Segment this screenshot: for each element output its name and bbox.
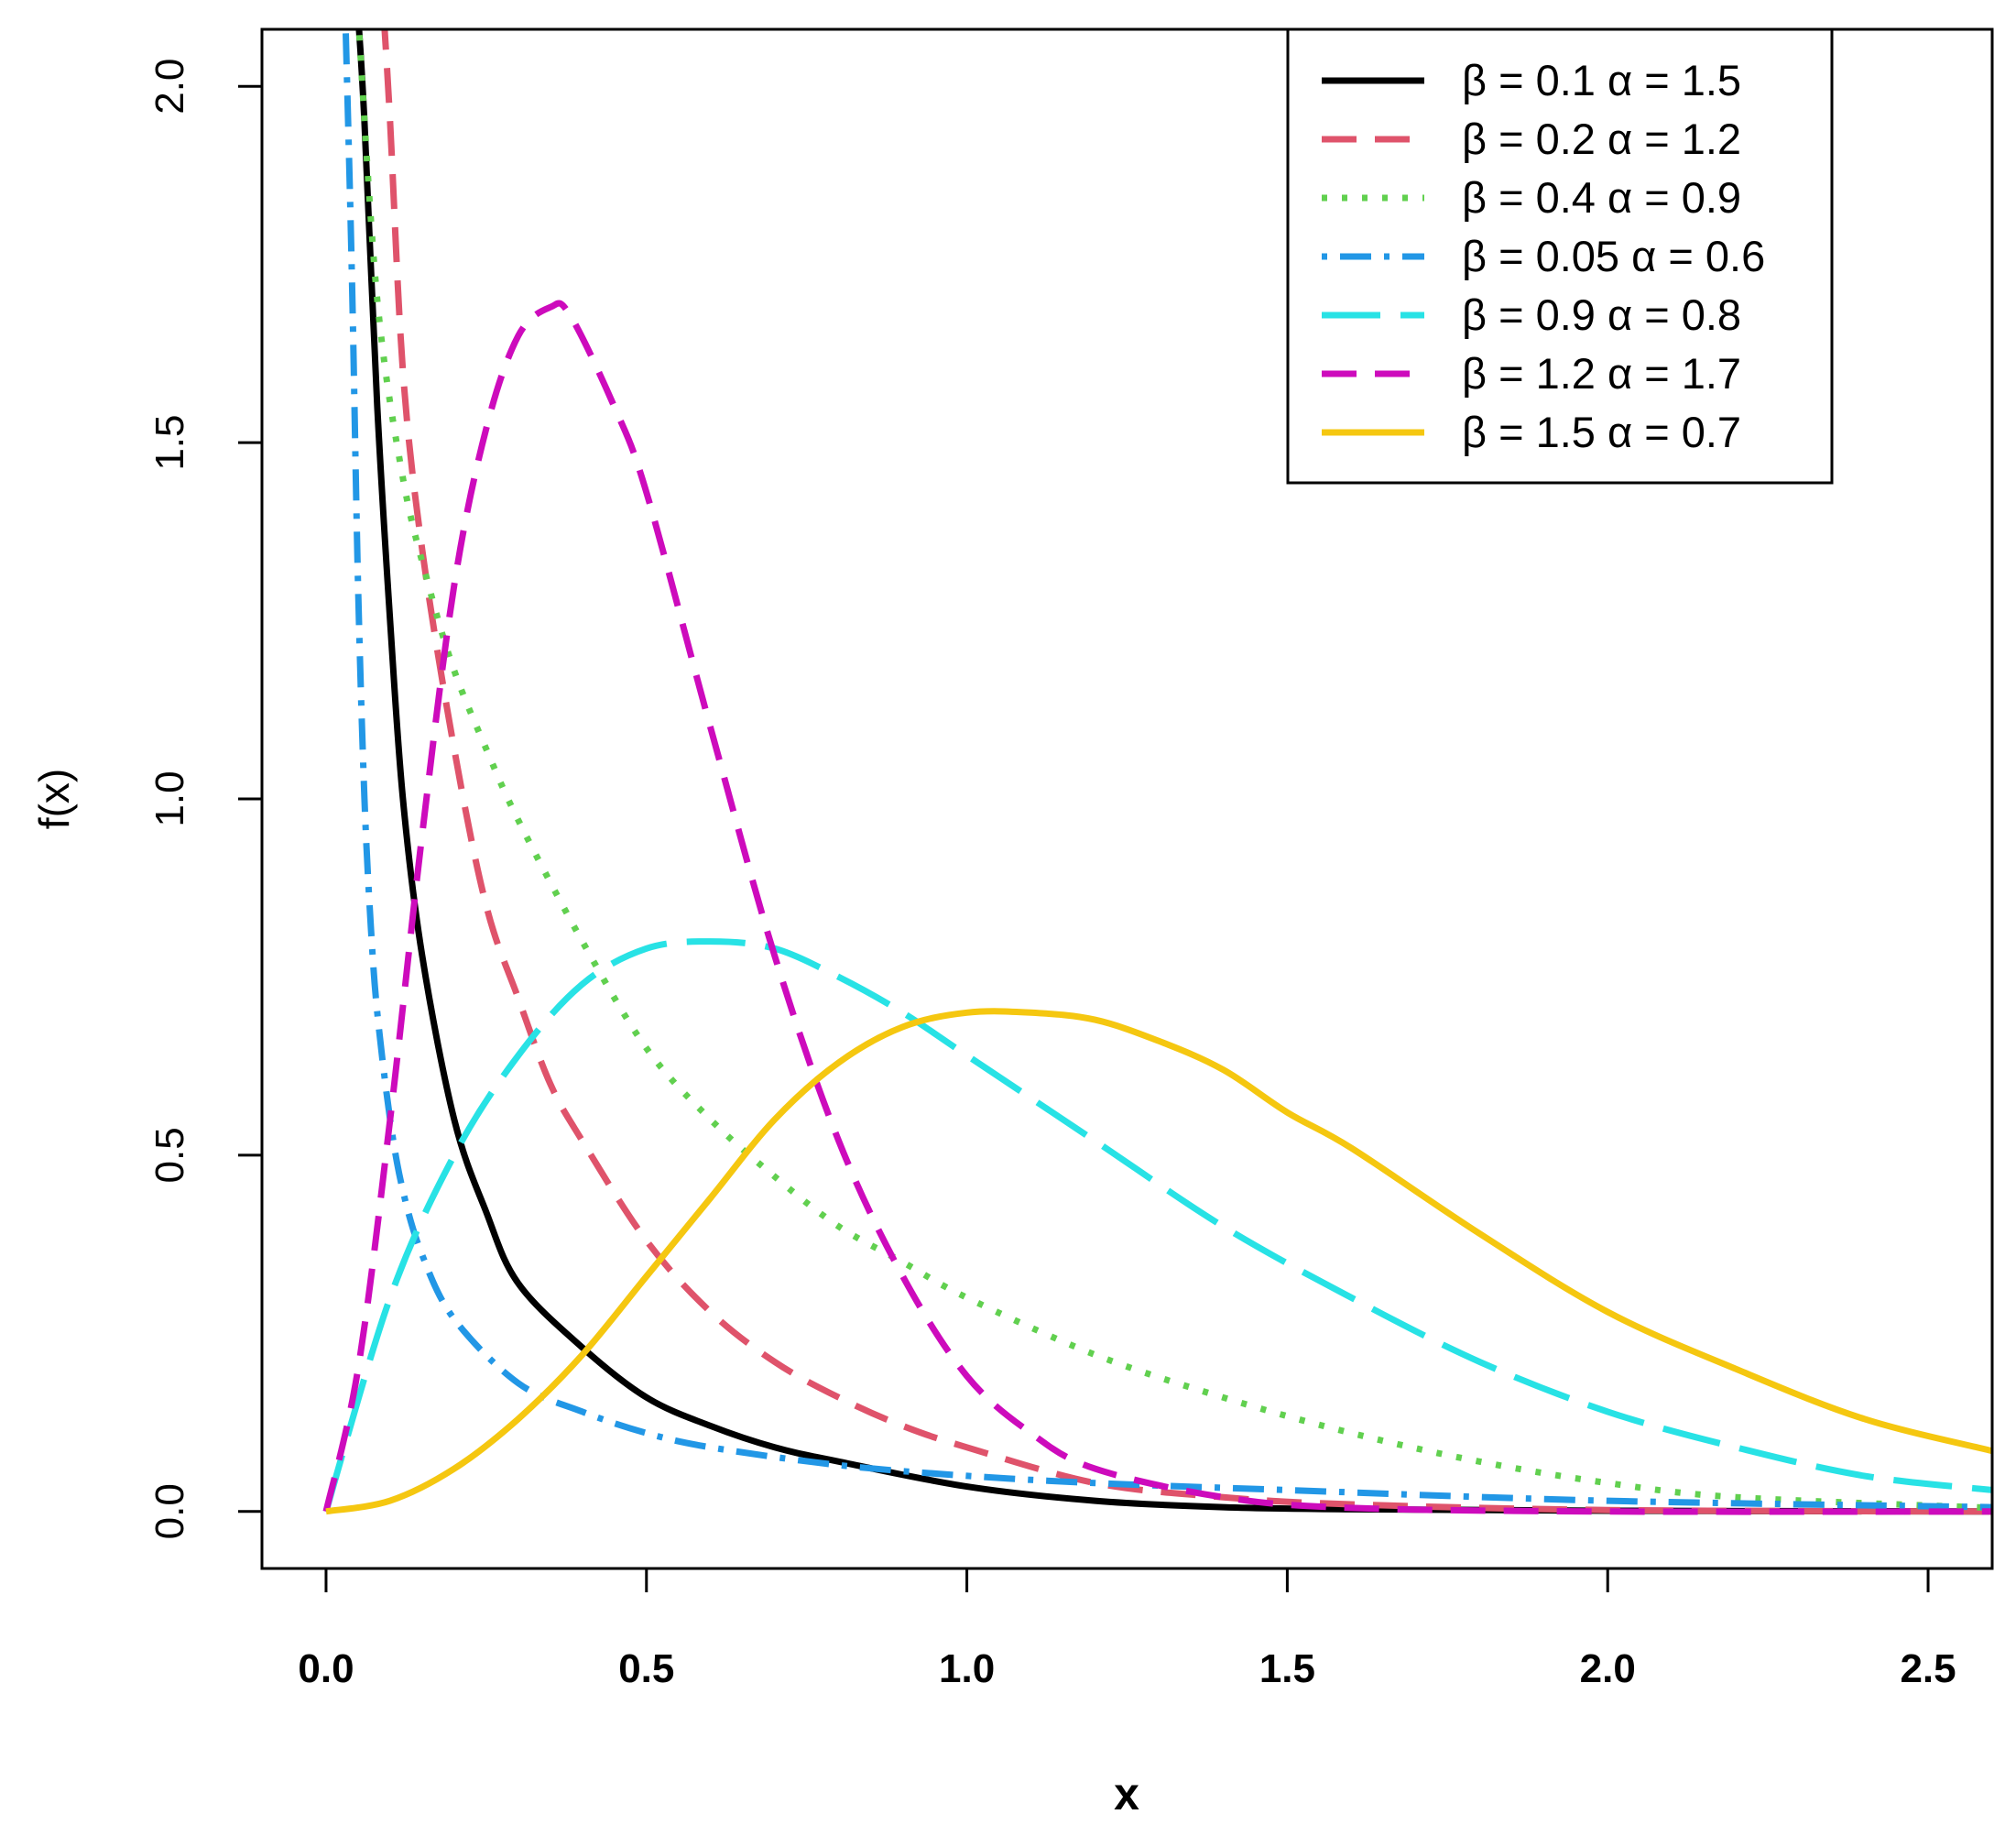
x-tick-label: 2.0: [1580, 1646, 1636, 1691]
x-tick-label: 0.5: [618, 1646, 674, 1691]
series-line-3: [355, 29, 1992, 1512]
y-tick-label: 0.5: [147, 1127, 192, 1183]
series-line-6: [322, 300, 1992, 1515]
x-tick-label: 1.5: [1259, 1646, 1315, 1691]
x-axis-label: x: [1114, 1768, 1139, 1820]
legend-label-3: β = 0.4 α = 0.9: [1462, 173, 1741, 222]
x-axis: 0.0 0.5 1.0 1.5 2.0 2.5: [298, 1567, 1956, 1691]
series-line-5: [322, 938, 1992, 1513]
legend-label-4: β = 0.05 α = 0.6: [1462, 232, 1765, 280]
y-axis-label: f(x): [30, 769, 78, 829]
legend-label-6: β = 1.2 α = 1.7: [1462, 349, 1741, 398]
legend-label-5: β = 0.9 α = 0.8: [1462, 290, 1741, 339]
y-axis: 0.0 0.5 1.0 1.5 2.0: [147, 59, 264, 1539]
x-tick-label: 2.5: [1900, 1646, 1956, 1691]
series-line-7: [325, 1008, 1992, 1515]
series-line-4: [342, 29, 1992, 1511]
x-tick-label: 1.0: [939, 1646, 995, 1691]
legend-label-7: β = 1.5 α = 0.7: [1462, 408, 1741, 456]
y-tick-label: 0.0: [147, 1483, 192, 1539]
series-layer: [322, 29, 1992, 1515]
y-tick-label: 1.0: [147, 770, 192, 826]
legend-label-2: β = 0.2 α = 1.2: [1462, 115, 1741, 163]
y-tick-label: 2.0: [147, 59, 192, 115]
legend: β = 0.1 α = 1.5 β = 0.2 α = 1.2 β = 0.4 α …: [1286, 27, 1834, 485]
legend-label-1: β = 0.1 α = 1.5: [1462, 56, 1741, 104]
y-tick-label: 1.5: [147, 415, 192, 471]
x-tick-label: 0.0: [298, 1646, 354, 1691]
legend-box: [1286, 27, 1834, 485]
